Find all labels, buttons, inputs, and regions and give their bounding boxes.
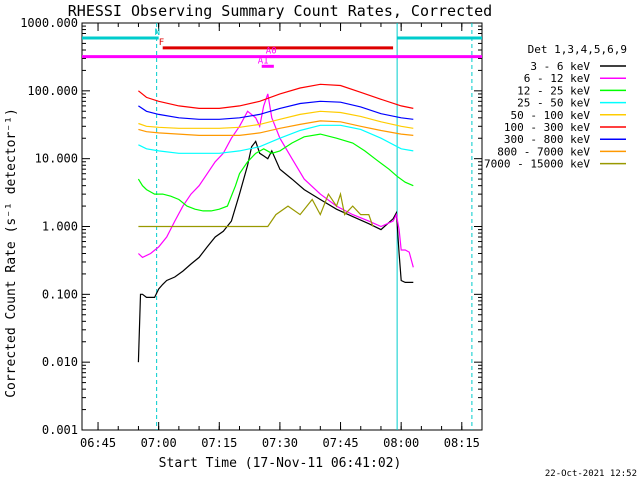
series-line	[138, 110, 414, 129]
legend-entry-label: 3 - 6 keV	[530, 60, 590, 73]
x-tick-label: 08:00	[383, 436, 419, 450]
legend-entry-label: 6 - 12 keV	[524, 72, 591, 85]
y-tick-label: 100.000	[27, 84, 78, 98]
y-tick-label: 10.000	[35, 152, 78, 166]
y-tick-label: 1.000	[42, 220, 78, 234]
series-line	[137, 140, 414, 363]
plot-area: 0.001 0.010 0.100 1.000 10.000 100.000 1000.00…	[20, 16, 483, 450]
series-line	[138, 120, 414, 136]
x-tick-label: 07:15	[201, 436, 237, 450]
series-line	[138, 191, 374, 228]
series-line	[137, 133, 414, 212]
series-line	[138, 83, 414, 110]
legend-entry-label: 100 - 300 keV	[504, 121, 590, 134]
series-line	[137, 93, 414, 268]
x-tick-label: 06:45	[80, 436, 116, 450]
legend-entry-label: 7000 - 15000 keV	[484, 158, 590, 171]
series-line	[138, 100, 414, 120]
y-tick-label: 1000.000	[20, 16, 78, 30]
x-tick-label: 07:30	[262, 436, 298, 450]
y-tick-label: 0.100	[42, 287, 78, 301]
legend-entry-label: 300 - 800 keV	[504, 133, 590, 146]
legend-entry-label: 25 - 50 keV	[517, 97, 590, 110]
annotation-label: A0	[266, 47, 277, 57]
x-tick-label: 07:45	[322, 436, 358, 450]
annotation-label: A1	[258, 56, 269, 66]
series-line	[138, 124, 414, 154]
legend-entry-label: 50 - 100 keV	[511, 109, 591, 122]
x-tick-label: 07:00	[141, 436, 177, 450]
y-axis-label: Corrected Count Rate (s⁻¹ detector⁻¹)	[4, 108, 19, 398]
x-tick-label: 08:15	[444, 436, 480, 450]
legend-title: Det 1,3,4,5,6,9	[528, 43, 627, 56]
x-axis-label: Start Time (17-Nov-11 06:41:02)	[159, 456, 402, 471]
chart-title: RHESSI Observing Summary Count Rates, Co…	[68, 2, 492, 20]
annotation-label: F	[159, 38, 164, 48]
y-tick-label: 0.010	[42, 355, 78, 369]
y-tick-label: 0.001	[42, 423, 78, 437]
legend-entry-label: 12 - 25 keV	[517, 84, 590, 97]
legend-entry-label: 800 - 7000 keV	[497, 145, 590, 158]
annotation-label: N	[155, 28, 160, 38]
footer-date: 22-Oct-2021 12:52	[545, 469, 637, 479]
